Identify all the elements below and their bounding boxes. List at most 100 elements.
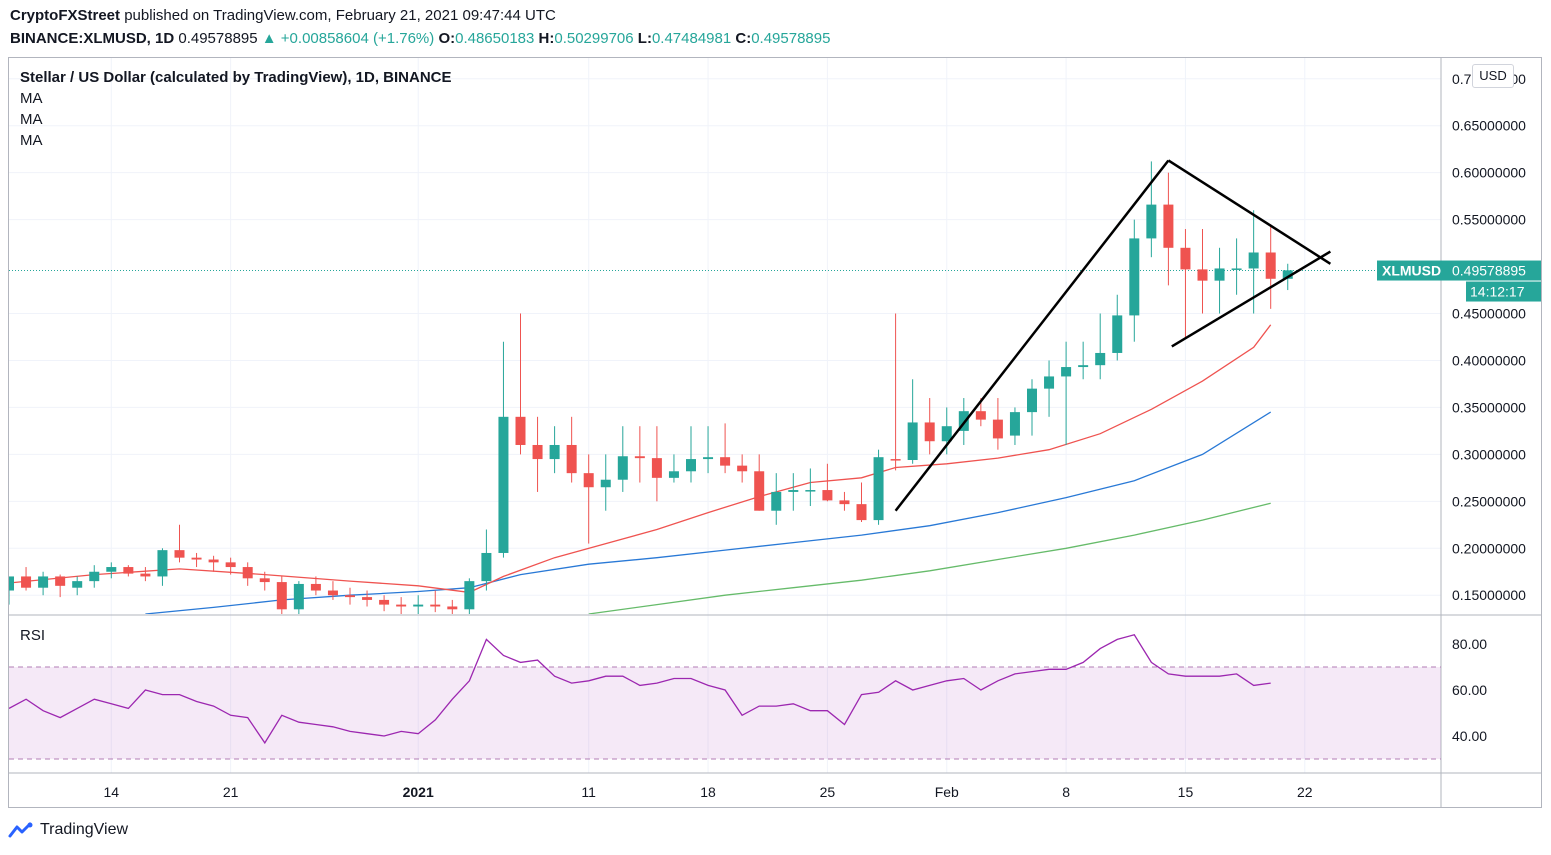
- candle: [447, 599, 458, 614]
- candle-body: [1197, 269, 1208, 281]
- candle: [941, 407, 952, 455]
- legend-ma-1[interactable]: MA: [20, 90, 43, 107]
- ohlc-line: BINANCE:XLMUSD, 1D 0.49578895 ▲ +0.00858…: [10, 30, 830, 47]
- candle-body: [805, 490, 816, 492]
- candle: [617, 426, 628, 492]
- time-tick-label: 2021: [403, 784, 434, 800]
- price-tag-bg: [1377, 260, 1541, 281]
- candle-body: [191, 557, 202, 560]
- candle: [1163, 172, 1174, 286]
- publisher-name: CryptoFXStreet: [10, 7, 121, 24]
- candle: [1027, 379, 1037, 436]
- candle: [1078, 341, 1089, 380]
- price-tag-symbol: XLMUSD: [1382, 263, 1441, 279]
- price-tick-label: 0.55000000: [1452, 212, 1526, 228]
- candle-body: [873, 457, 884, 521]
- candle: [55, 574, 66, 598]
- candle: [413, 595, 424, 614]
- candle-body: [259, 578, 270, 583]
- candle-body: [1009, 412, 1020, 436]
- tradingview-logo-icon: [8, 822, 33, 838]
- legend-ma-3[interactable]: MA: [20, 132, 43, 149]
- rsi-legend[interactable]: RSI: [20, 627, 46, 644]
- candle: [1061, 341, 1072, 445]
- trendline: [1167, 159, 1332, 265]
- candle: [208, 555, 219, 572]
- time-tick-label: 25: [820, 784, 836, 800]
- close-label: C:: [735, 30, 752, 47]
- candle-body: [566, 444, 577, 474]
- high-label: H:: [538, 30, 555, 47]
- candle: [1265, 224, 1276, 309]
- candle-body: [379, 599, 390, 605]
- time-tick-label: 15: [1178, 784, 1194, 800]
- candle-body: [975, 411, 986, 420]
- candle: [1095, 313, 1106, 380]
- candle-body: [38, 576, 49, 588]
- candle-body: [1214, 268, 1225, 281]
- candle: [788, 473, 799, 511]
- candle: [924, 398, 935, 455]
- candle-body: [276, 582, 287, 610]
- candle-body: [839, 500, 850, 505]
- price-tag-value: 0.49578895: [1452, 263, 1526, 279]
- candle-body: [890, 459, 901, 461]
- candle: [259, 571, 270, 591]
- currency-button[interactable]: USD: [1472, 64, 1514, 88]
- candle: [992, 398, 1003, 450]
- candle: [464, 578, 475, 614]
- candle-body: [1146, 204, 1157, 239]
- chart-frame: [8, 57, 1542, 808]
- candle-body: [89, 571, 100, 582]
- candle-body: [345, 595, 355, 598]
- candle-body: [634, 456, 645, 459]
- candle-body: [498, 416, 509, 553]
- candle-body: [549, 444, 560, 460]
- candle-body: [600, 479, 611, 488]
- rsi-tick-label: 80.00: [1452, 636, 1487, 652]
- candle-body: [651, 458, 662, 478]
- candle-body: [668, 471, 679, 478]
- candle: [140, 567, 151, 582]
- candle-body: [754, 471, 765, 511]
- chart-legend: Stellar / US Dollar (calculated by Tradi…: [20, 67, 452, 151]
- candle-body: [72, 581, 83, 588]
- candle: [174, 524, 185, 563]
- candle-body: [430, 604, 441, 607]
- rsi-tick-label: 40.00: [1452, 728, 1487, 744]
- candle-body: [703, 457, 714, 460]
- legend-ma-2[interactable]: MA: [20, 111, 43, 128]
- time-tick-label: Feb: [935, 784, 959, 800]
- candle-body: [21, 576, 32, 588]
- candle: [72, 576, 83, 596]
- candle-body: [1061, 367, 1072, 377]
- candle: [600, 454, 611, 511]
- price-tick-label: 0.35000000: [1452, 399, 1526, 415]
- published-text: published on TradingView.com, February 2…: [124, 7, 556, 24]
- candle: [362, 590, 373, 607]
- candle-body: [1078, 365, 1089, 368]
- price-tick-label: 0.20000000: [1452, 540, 1526, 556]
- time-tick-label: 18: [700, 784, 716, 800]
- candle-body: [924, 422, 935, 442]
- candle-body: [822, 490, 833, 501]
- candle: [430, 590, 441, 613]
- candle-body: [958, 411, 969, 431]
- candle-body: [1248, 252, 1259, 269]
- main-pane: [9, 159, 1441, 614]
- price-tick-label: 0.40000000: [1452, 352, 1526, 368]
- candle: [1231, 238, 1242, 295]
- rsi-pane: [9, 634, 1441, 760]
- candle-body: [464, 581, 475, 610]
- candle: [805, 468, 816, 507]
- candle-body: [9, 576, 14, 591]
- price-tick-label: 0.15000000: [1452, 587, 1526, 603]
- candle: [566, 416, 577, 483]
- candle-body: [771, 491, 782, 511]
- price-tick-label: 0.25000000: [1452, 493, 1526, 509]
- candle: [1112, 294, 1123, 361]
- candle-body: [907, 422, 918, 461]
- candle: [822, 463, 833, 502]
- candle: [225, 557, 236, 575]
